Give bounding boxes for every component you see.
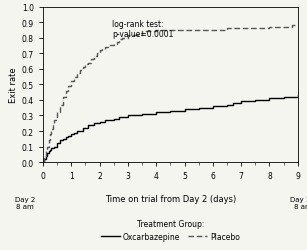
Text: log-rank test:
p-value=0.0001: log-rank test: p-value=0.0001 [112, 20, 173, 39]
Y-axis label: Exit rate: Exit rate [9, 67, 18, 103]
Text: Day 2
8 am: Day 2 8 am [15, 196, 35, 209]
Legend: Oxcarbazepine, Placebo: Oxcarbazepine, Placebo [98, 216, 243, 244]
X-axis label: Time on trial from Day 2 (days): Time on trial from Day 2 (days) [105, 194, 236, 203]
Text: Day 11
8 am: Day 11 8 am [290, 196, 307, 209]
